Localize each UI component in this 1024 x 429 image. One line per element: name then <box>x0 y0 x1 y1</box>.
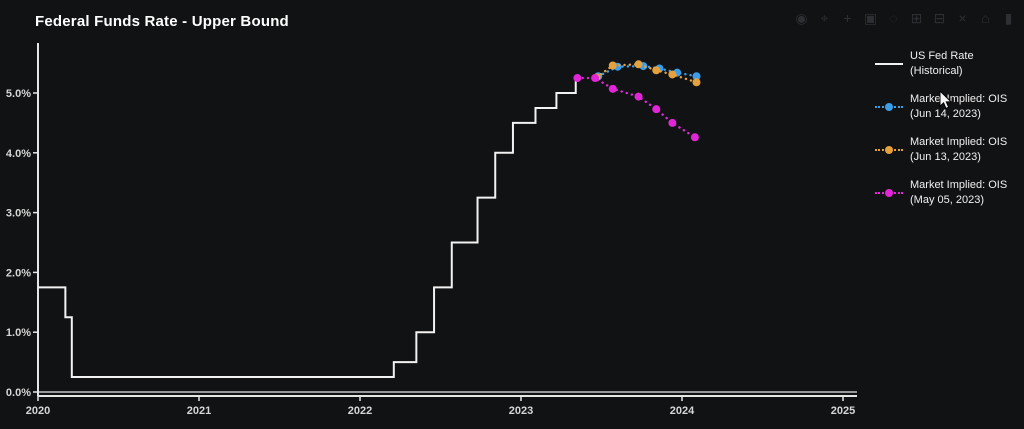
x-tick-label: 2022 <box>348 405 372 417</box>
legend-swatch-icon <box>875 145 903 155</box>
legend: US Fed Rate (Historical) Market Implied:… <box>875 49 1021 208</box>
legend-item-ois-may-05-2023[interactable]: Market Implied: OIS (May 05, 2023) <box>875 178 1021 208</box>
zoom-icon[interactable]: ⌖ <box>820 10 829 26</box>
pan-icon[interactable]: + <box>843 10 852 26</box>
zoom-out-icon[interactable]: ⊟ <box>933 10 946 26</box>
series-marker-ois-jun-13-2023[interactable] <box>668 70 677 79</box>
legend-item-ois-jun-13-2023[interactable]: Market Implied: OIS (Jun 13, 2023) <box>875 135 1021 165</box>
series-marker-ois-jun-13-2023[interactable] <box>608 61 617 70</box>
page-title: Federal Funds Rate - Upper Bound <box>35 13 289 30</box>
x-tick-label: 2025 <box>831 405 855 417</box>
y-tick-label: 1.0% <box>6 327 31 339</box>
series-marker-ois-may-05-2023[interactable] <box>608 84 617 93</box>
legend-item-label: Market Implied: OIS (May 05, 2023) <box>910 179 1008 206</box>
series-marker-ois-jun-13-2023[interactable] <box>634 60 643 69</box>
x-tick-label: 2020 <box>26 405 50 417</box>
y-tick-label: 2.0% <box>6 267 31 279</box>
series-marker-ois-may-05-2023[interactable] <box>690 133 699 142</box>
legend-item-label: US Fed Rate (Historical) <box>910 50 974 77</box>
y-tick-label: 4.0% <box>6 148 31 160</box>
x-tick-label: 2024 <box>670 405 695 417</box>
series-marker-ois-may-05-2023[interactable] <box>668 118 677 127</box>
legend-swatch-icon <box>875 102 903 112</box>
legend-item-label: Market Implied: OIS (Jun 13, 2023) <box>910 136 1008 163</box>
autoscale-icon[interactable]: × <box>958 10 967 26</box>
series-marker-ois-may-05-2023[interactable] <box>591 74 600 83</box>
camera-icon[interactable]: ◉ <box>795 10 808 26</box>
logo-icon[interactable]: ▮ <box>1004 10 1013 26</box>
x-tick-label: 2021 <box>187 405 211 417</box>
lasso-select-icon[interactable]: ◌ <box>889 10 898 26</box>
legend-item-label: Market Implied: OIS (Jun 14, 2023) <box>910 93 1008 120</box>
series-marker-ois-jun-13-2023[interactable] <box>692 78 701 87</box>
reset-axes-icon[interactable]: ⌂ <box>981 10 990 26</box>
series-marker-ois-may-05-2023[interactable] <box>652 105 661 114</box>
series-marker-ois-jun-13-2023[interactable] <box>652 66 661 75</box>
legend-item-us-fed-rate[interactable]: US Fed Rate (Historical) <box>875 49 1021 79</box>
series-ois-may-05-2023[interactable] <box>576 76 697 139</box>
series-marker-ois-may-05-2023[interactable] <box>573 74 582 83</box>
y-tick-label: 0.0% <box>6 387 31 399</box>
legend-item-ois-jun-14-2023[interactable]: Market Implied: OIS (Jun 14, 2023) <box>875 92 1021 122</box>
series-marker-ois-jun-14-2023[interactable] <box>692 72 701 81</box>
zoom-in-icon[interactable]: ⊞ <box>910 10 923 26</box>
box-select-icon[interactable]: ▣ <box>863 10 878 26</box>
series-us-fed-rate-historical[interactable] <box>38 77 579 379</box>
legend-swatch-icon <box>875 59 903 69</box>
y-tick-label: 3.0% <box>6 208 31 220</box>
x-tick-label: 2023 <box>509 405 533 417</box>
y-tick-label: 5.0% <box>6 88 31 100</box>
legend-swatch-icon <box>875 188 903 198</box>
series-marker-ois-may-05-2023[interactable] <box>634 92 643 101</box>
modebar: ◉ ⌖ + ▣ ◌ ⊞ ⊟ × ⌂ ▮ <box>794 9 1016 27</box>
